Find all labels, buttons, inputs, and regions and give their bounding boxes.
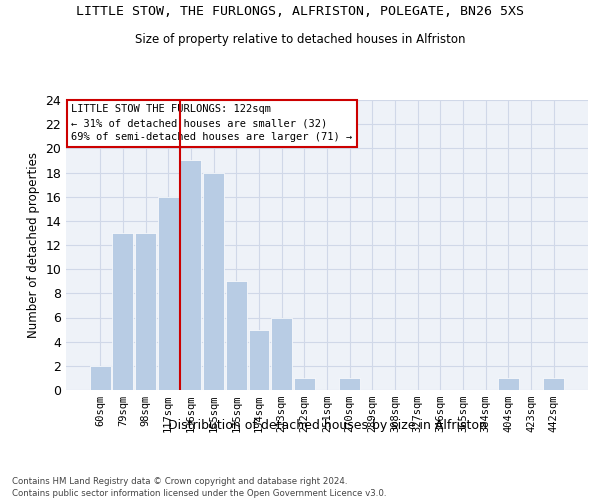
Bar (248, 330, 269, 390)
Bar (135, 233, 156, 390)
Bar (158, 196, 179, 390)
Bar (226, 281, 247, 390)
Text: Contains HM Land Registry data © Crown copyright and database right 2024.
Contai: Contains HM Land Registry data © Crown c… (12, 476, 386, 498)
Bar (90, 366, 110, 390)
Bar (181, 160, 202, 390)
Bar (271, 318, 292, 390)
Bar (294, 378, 315, 390)
Bar (339, 378, 360, 390)
Bar (544, 378, 564, 390)
Bar (112, 233, 133, 390)
Text: LITTLE STOW, THE FURLONGS, ALFRISTON, POLEGATE, BN26 5XS: LITTLE STOW, THE FURLONGS, ALFRISTON, PO… (76, 5, 524, 18)
Text: LITTLE STOW THE FURLONGS: 122sqm
← 31% of detached houses are smaller (32)
69% o: LITTLE STOW THE FURLONGS: 122sqm ← 31% o… (71, 104, 352, 142)
Bar (203, 172, 224, 390)
Y-axis label: Number of detached properties: Number of detached properties (27, 152, 40, 338)
Bar (498, 378, 519, 390)
Text: Distribution of detached houses by size in Alfriston: Distribution of detached houses by size … (167, 420, 487, 432)
Text: Size of property relative to detached houses in Alfriston: Size of property relative to detached ho… (135, 32, 465, 46)
